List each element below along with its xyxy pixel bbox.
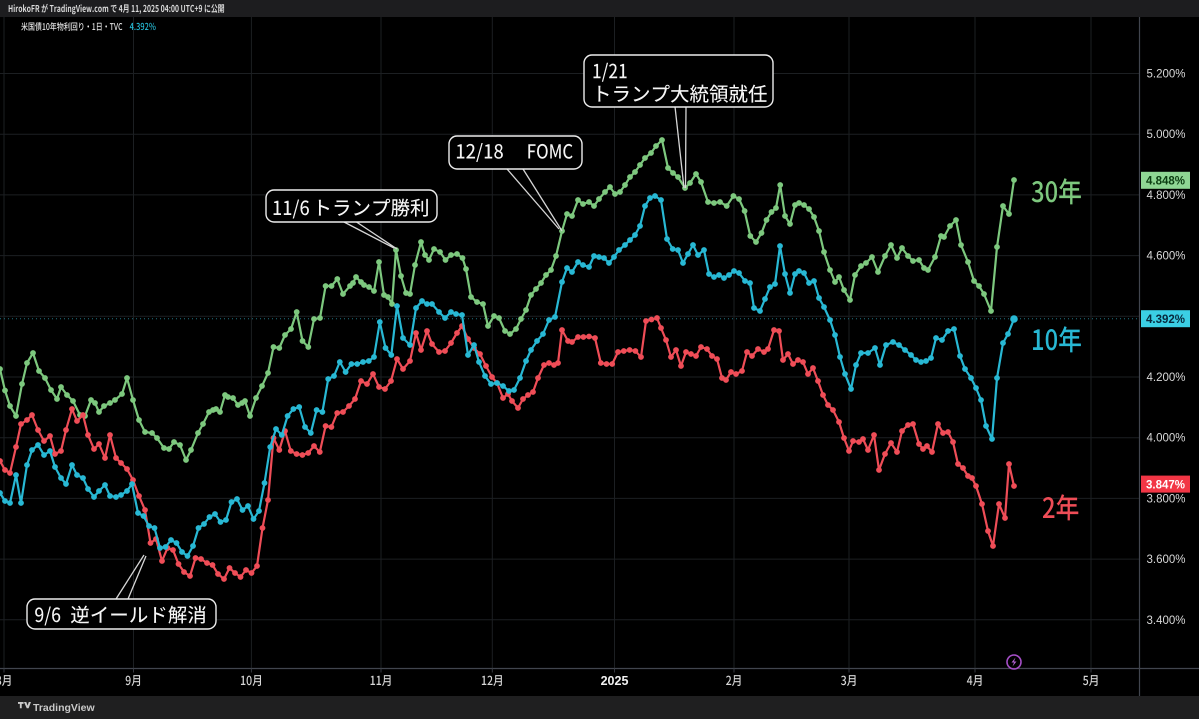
svg-text:4.848%: 4.848% (1146, 176, 1185, 188)
svg-text:3.847%: 3.847% (1146, 479, 1185, 491)
svg-text:3.400%: 3.400% (1146, 615, 1185, 627)
svg-text:4.800%: 4.800% (1146, 190, 1185, 202)
svg-text:4.000%: 4.000% (1146, 433, 1185, 445)
svg-text:5.000%: 5.000% (1146, 129, 1185, 141)
svg-text:4.392%: 4.392% (1146, 314, 1185, 326)
svg-text:5.200%: 5.200% (1146, 69, 1185, 81)
svg-text:3.600%: 3.600% (1146, 554, 1185, 566)
svg-text:2025: 2025 (601, 674, 629, 688)
svg-text:4.600%: 4.600% (1146, 251, 1185, 263)
svg-text:3.800%: 3.800% (1146, 493, 1185, 505)
svg-text:4.200%: 4.200% (1146, 372, 1185, 384)
svg-text:TradingView: TradingView (33, 702, 95, 714)
